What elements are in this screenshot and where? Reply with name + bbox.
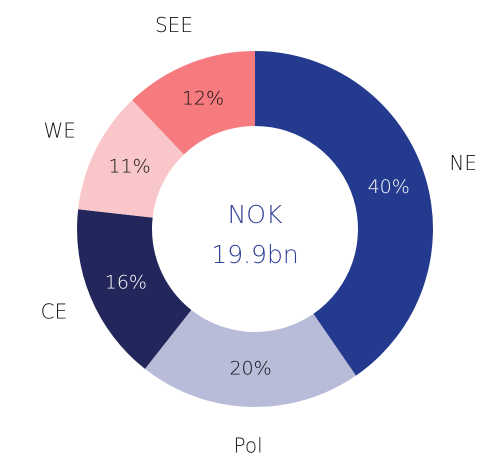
donut-segment [144, 309, 356, 407]
category-label: CE [41, 300, 68, 324]
value-label: 20% [229, 357, 271, 379]
center-label: NOK [228, 200, 283, 229]
center-label: 19.9bn [211, 240, 298, 269]
value-label: 40% [368, 176, 410, 198]
category-label: WE [43, 119, 75, 143]
category-label: NE [449, 151, 477, 175]
value-label: 11% [108, 155, 150, 177]
category-label: Pol [234, 433, 263, 453]
donut-segment [78, 100, 184, 218]
value-label: 12% [182, 88, 224, 110]
category-label: SEE [155, 13, 193, 37]
value-label: 16% [105, 272, 147, 294]
donut-segment [77, 209, 192, 369]
donut-segment [132, 50, 255, 155]
donut-segment [255, 51, 433, 376]
